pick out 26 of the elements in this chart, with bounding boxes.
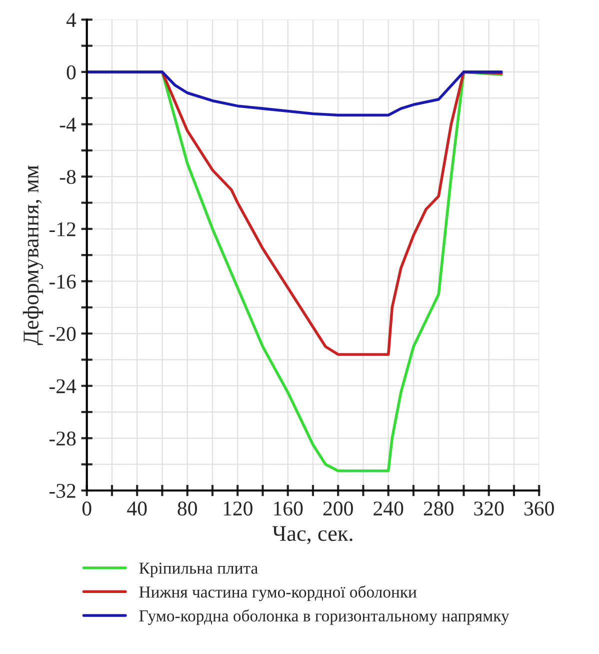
y-tick-label: -32	[49, 484, 76, 498]
y-tick-label: -20	[49, 326, 76, 341]
y-tick-label: -12	[49, 222, 76, 236]
y-tick-label: -8	[60, 170, 76, 184]
y-axis-title: Деформування, мм	[22, 165, 44, 346]
x-tick-label: 80	[178, 502, 197, 516]
x-tick-label: 200	[323, 502, 353, 516]
x-tick-label: 320	[474, 502, 504, 516]
y-tick-label: -24	[49, 379, 76, 394]
y-tick-label: -28	[49, 432, 76, 446]
x-tick-label: 240	[374, 502, 404, 516]
y-tick-label: 4	[66, 13, 76, 27]
x-axis-title: Час, сек.	[272, 526, 352, 544]
line-series	[86, 70, 503, 116]
x-tick-label: 0	[82, 502, 92, 516]
y-tick-label: -4	[60, 118, 76, 132]
legend-label: Гумо-кордна оболонка в горизонтальному напрямку	[139, 609, 510, 625]
x-tick-label: 160	[274, 502, 303, 516]
y-tick-label: 0	[66, 65, 76, 80]
y-tick-label: -16	[49, 274, 76, 289]
legend-label: Нижня частина гумо-кордної оболонки	[139, 586, 417, 602]
x-tick-label: 40	[127, 502, 147, 516]
legend-label: Кріпильна плита	[139, 562, 258, 578]
x-tick-label: 280	[424, 502, 454, 516]
x-tick-label: 120	[224, 502, 252, 516]
x-tick-label: 360	[524, 502, 554, 516]
